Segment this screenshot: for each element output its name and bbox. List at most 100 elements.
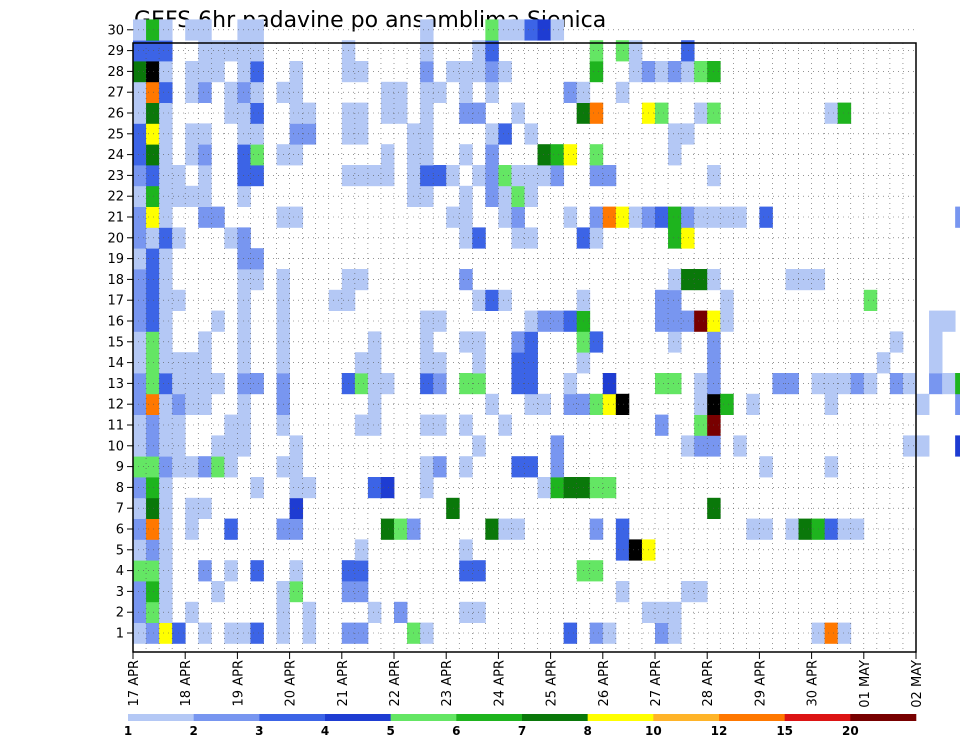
heatmap-cell: [955, 435, 960, 457]
heatmap-cell: [354, 165, 369, 187]
heatmap-cell: [224, 518, 238, 540]
heatmap-cell: [289, 144, 304, 166]
heatmap-cell: [250, 61, 264, 83]
heatmap-cell: [354, 560, 369, 582]
heatmap-cell: [198, 185, 212, 207]
heatmap-cell: [485, 19, 499, 41]
heatmap-cell: [289, 81, 304, 103]
heatmap-cell: [824, 393, 839, 415]
heatmap-cell: [146, 185, 160, 207]
y-axis: 1234567891011121314151617181920212223242…: [107, 23, 133, 642]
heatmap-cell: [459, 61, 473, 83]
heatmap-cell: [420, 123, 434, 145]
heatmap-cell: [198, 206, 212, 228]
heatmap-cell: [472, 560, 486, 582]
heatmap-cell: [380, 373, 395, 395]
heatmap-cell: [250, 102, 264, 124]
heatmap-cell: [198, 81, 212, 103]
heatmap-cell: [498, 185, 512, 207]
heatmap-cell: [668, 289, 682, 311]
heatmap-cell: [889, 331, 904, 353]
y-tick-label: 25: [107, 127, 124, 142]
heatmap-cell: [237, 165, 251, 187]
heatmap-cell: [929, 331, 943, 353]
heatmap-cell: [681, 61, 695, 83]
heatmap-cell: [146, 123, 160, 145]
heatmap-cell: [681, 269, 695, 291]
heatmap-cell: [485, 40, 499, 62]
heatmap-cell: [133, 123, 147, 145]
heatmap-cell: [420, 61, 434, 83]
heatmap-cell: [185, 19, 199, 41]
heatmap-cell: [146, 227, 160, 249]
colorbar-swatch: [719, 714, 785, 721]
heatmap-cell: [159, 81, 173, 103]
heatmap-cell: [185, 144, 199, 166]
heatmap-cell: [668, 310, 682, 332]
heatmap-cell: [733, 206, 747, 228]
x-tick-label: 20 APR: [284, 660, 299, 706]
heatmap-cell: [550, 310, 565, 332]
heatmap-cell: [668, 206, 682, 228]
heatmap-cell: [850, 518, 865, 540]
heatmap-cell: [146, 581, 160, 603]
heatmap-cell: [354, 352, 369, 374]
x-tick-label: 26 APR: [597, 660, 612, 706]
heatmap-cell: [133, 352, 147, 374]
heatmap-cell: [589, 518, 604, 540]
heatmap-cell: [185, 456, 199, 478]
heatmap-cell: [498, 19, 512, 41]
heatmap-cell: [133, 456, 147, 478]
heatmap-cell: [498, 165, 512, 187]
heatmap-cell: [133, 310, 147, 332]
heatmap-cell: [485, 289, 499, 311]
heatmap-cell: [133, 248, 147, 270]
heatmap-cell: [459, 227, 473, 249]
heatmap-cell: [354, 581, 369, 603]
heatmap-cell: [420, 81, 434, 103]
heatmap-cell: [824, 622, 839, 644]
heatmap-cell: [146, 477, 160, 499]
heatmap-cell: [524, 331, 538, 353]
heatmap-cell: [524, 227, 538, 249]
heatmap-cell: [133, 622, 147, 644]
heatmap-cell: [328, 289, 343, 311]
heatmap-cell: [133, 393, 147, 415]
heatmap-cell: [133, 560, 147, 582]
heatmap-cell: [433, 414, 447, 436]
heatmap-cell: [289, 435, 304, 457]
y-tick-label: 3: [116, 585, 124, 600]
heatmap-cell: [459, 102, 473, 124]
heatmap-cell: [524, 123, 538, 145]
heatmap-cell: [133, 373, 147, 395]
heatmap-cell: [694, 206, 708, 228]
heatmap-cell: [237, 289, 251, 311]
heatmap-cell: [694, 373, 708, 395]
heatmap-cell: [159, 414, 173, 436]
heatmap-cell: [498, 518, 512, 540]
colorbar-label: 6: [452, 724, 460, 738]
heatmap-cell: [902, 435, 917, 457]
heatmap-cell: [589, 477, 604, 499]
heatmap-cell: [563, 373, 578, 395]
heatmap-cell: [694, 581, 708, 603]
heatmap-cell: [694, 435, 708, 457]
heatmap-cell: [837, 102, 852, 124]
heatmap-cell: [354, 622, 369, 644]
heatmap-cell: [459, 269, 473, 291]
heatmap-cell: [367, 331, 382, 353]
x-tick-label: 17 APR: [127, 660, 142, 706]
heatmap-cell: [237, 102, 251, 124]
colorbar-swatch: [128, 714, 194, 721]
colorbar-swatch: [522, 714, 588, 721]
heatmap-cell: [159, 102, 173, 124]
heatmap-cell: [354, 61, 369, 83]
heatmap-cell: [420, 331, 434, 353]
heatmap-cell: [380, 518, 395, 540]
heatmap-cell: [159, 123, 173, 145]
heatmap-cell: [159, 539, 173, 561]
heatmap-cell: [420, 373, 434, 395]
heatmap-cell: [146, 518, 160, 540]
heatmap-cell: [589, 144, 604, 166]
colorbar-swatch: [850, 714, 917, 721]
